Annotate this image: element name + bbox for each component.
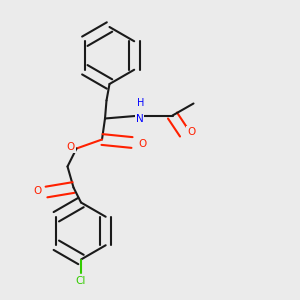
Text: O: O xyxy=(139,139,147,149)
Text: Cl: Cl xyxy=(76,276,86,286)
Text: O: O xyxy=(188,127,196,137)
Text: H: H xyxy=(137,98,145,108)
Text: O: O xyxy=(34,185,42,196)
Text: O: O xyxy=(67,142,75,152)
Text: N: N xyxy=(136,114,143,124)
